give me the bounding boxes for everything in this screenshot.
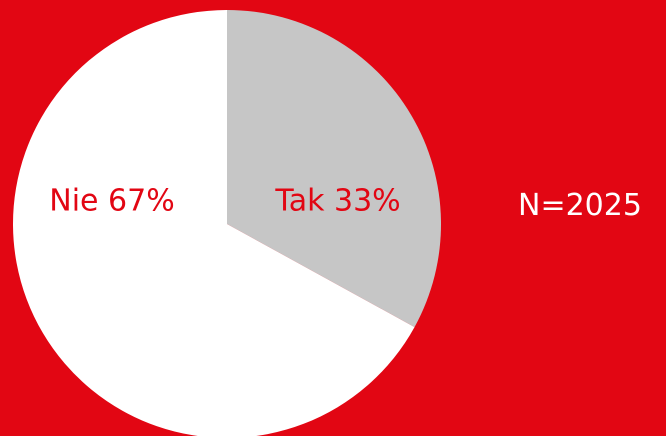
pie-slice-1 — [13, 10, 415, 436]
pie-labels: Tak 33% Nie 67% — [49, 184, 400, 219]
slice-label-0: Tak 33% — [274, 184, 400, 219]
pie-slices — [13, 10, 441, 436]
sample-size-label: N=2025 — [518, 188, 642, 223]
pie-slice-0 — [227, 10, 441, 328]
slice-label-1: Nie 67% — [49, 184, 174, 219]
